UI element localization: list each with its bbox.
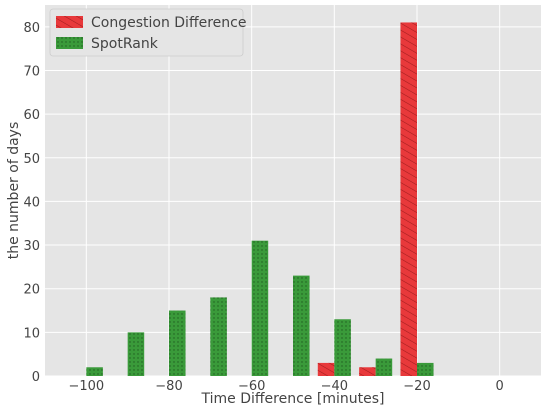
y-tick-label: 10 bbox=[23, 326, 40, 341]
bar-hatch-1-6 bbox=[334, 319, 351, 376]
bar-hatch-1-1 bbox=[127, 332, 145, 376]
x-tick-label: −20 bbox=[403, 379, 430, 394]
legend-box bbox=[49, 8, 244, 57]
legend: Congestion Difference SpotRank bbox=[49, 8, 246, 57]
legend-label-1: SpotRank bbox=[91, 36, 159, 52]
bar-hatch-1-5 bbox=[293, 275, 310, 376]
bar-hatch-0-2 bbox=[400, 22, 417, 376]
bar-hatch-0-1 bbox=[359, 367, 376, 376]
y-tick-label: 50 bbox=[23, 152, 40, 167]
legend-swatch-hatch-0 bbox=[56, 16, 83, 28]
y-tick-label: 40 bbox=[23, 195, 40, 210]
y-tick-label: 30 bbox=[23, 239, 40, 254]
x-tick-label: −60 bbox=[238, 379, 265, 394]
y-tick-label: 70 bbox=[23, 64, 40, 79]
bar-hatch-1-8 bbox=[417, 362, 434, 376]
bar-hatch-1-2 bbox=[169, 310, 186, 376]
y-axis-label: the number of days bbox=[6, 122, 22, 260]
x-tick-label: −80 bbox=[155, 379, 182, 394]
bar-hatch-1-4 bbox=[251, 240, 269, 376]
x-tick-label: 0 bbox=[496, 379, 504, 394]
bar-hatch-1-0 bbox=[86, 367, 103, 376]
x-axis-label: Time Difference [minutes] bbox=[201, 391, 385, 407]
y-tick-labels: 0 10 20 30 40 50 60 70 80 bbox=[23, 21, 40, 385]
legend-swatch-hatch-1 bbox=[56, 37, 83, 49]
bars-group bbox=[86, 22, 434, 376]
x-tick-label: −40 bbox=[321, 379, 348, 394]
y-tick-label: 60 bbox=[23, 108, 40, 123]
x-tick-label: −100 bbox=[68, 379, 104, 394]
y-tick-label: 20 bbox=[23, 283, 40, 298]
x-tick-labels: −100 −80 −60 −40 −20 0 bbox=[68, 379, 503, 394]
bar-hatch-1-7 bbox=[375, 358, 393, 376]
bar-hatch-1-3 bbox=[210, 297, 227, 376]
y-tick-label: 80 bbox=[23, 21, 40, 36]
legend-label-0: Congestion Difference bbox=[91, 15, 246, 31]
y-tick-label: 0 bbox=[32, 370, 40, 385]
bar-hatch-0-0 bbox=[317, 362, 335, 376]
